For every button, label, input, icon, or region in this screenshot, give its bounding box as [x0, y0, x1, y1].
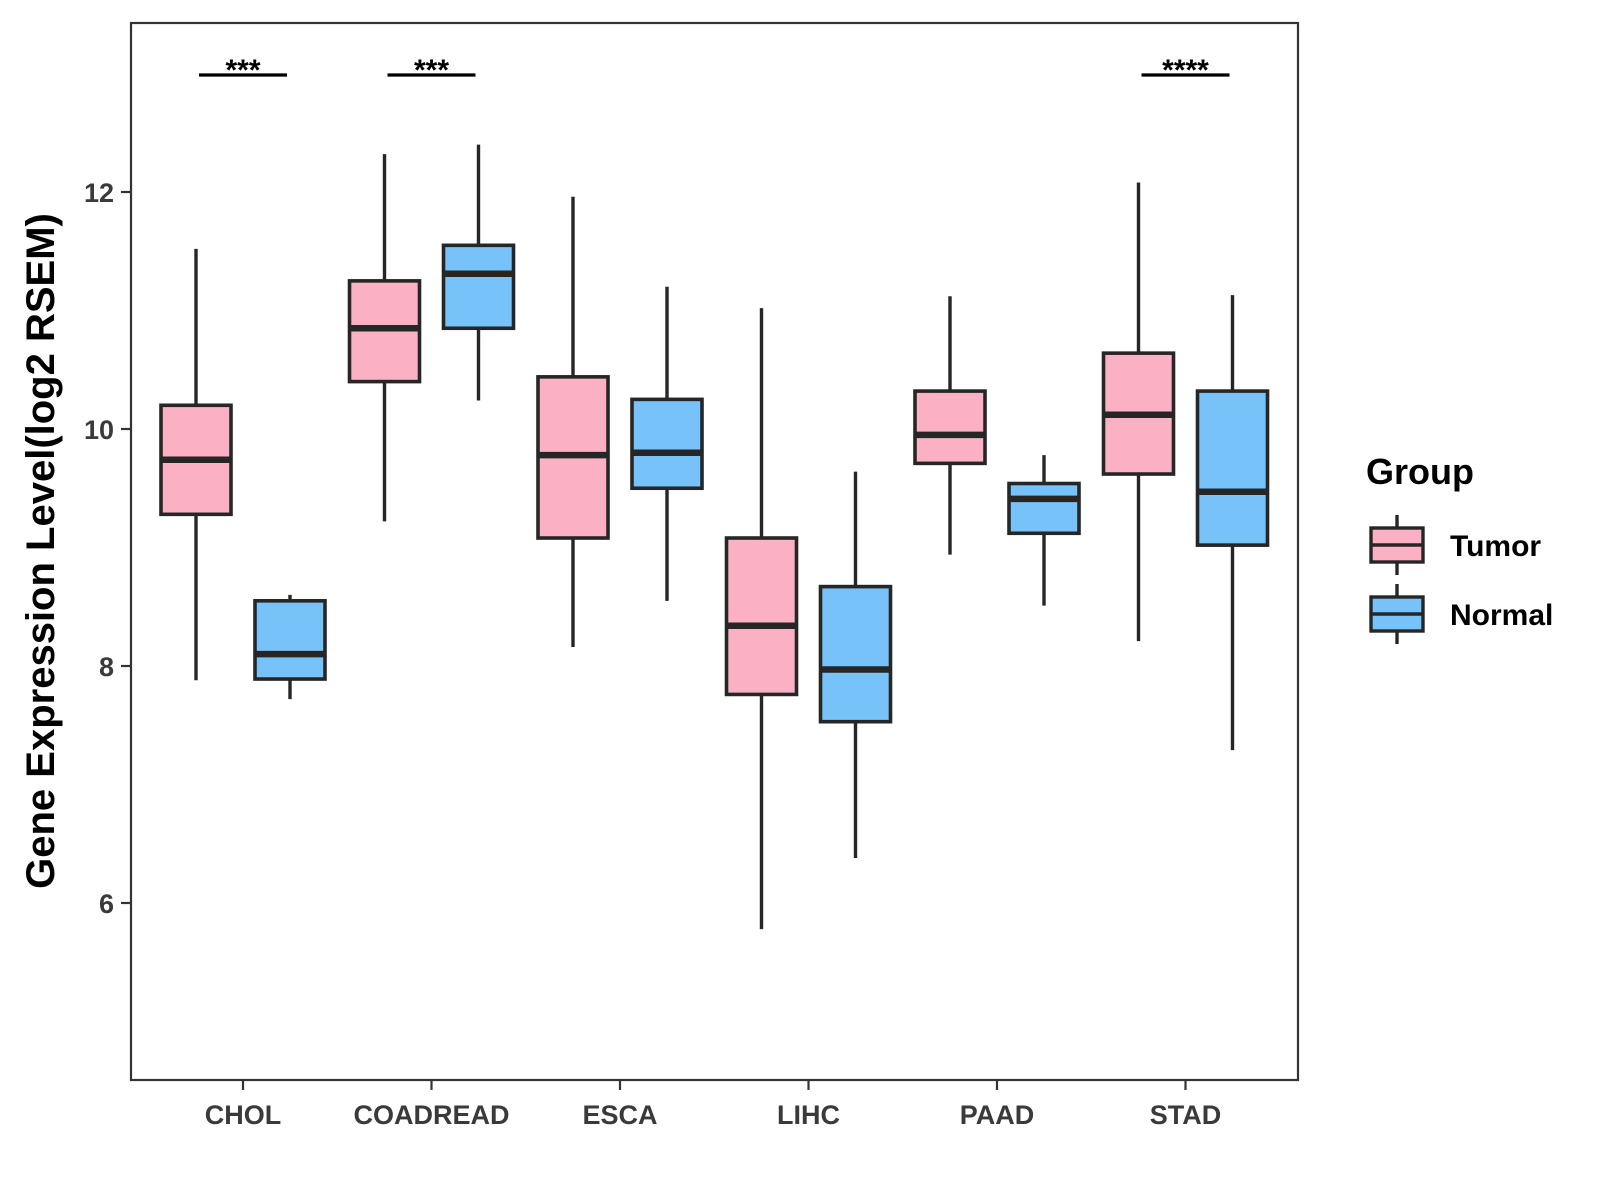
legend-item-normal: Normal [1369, 584, 1553, 644]
legend-label-normal: Normal [1450, 599, 1553, 632]
box-chol-tumor [159, 248, 233, 681]
legend-item-tumor: Tumor [1369, 515, 1541, 575]
axes: 6 8 10 12 CHOL COADREAD ESCA LIHC PAAD STAD [84, 178, 1221, 1130]
box-body [1007, 481, 1081, 536]
x-tick-label-paad: PAAD [960, 1100, 1035, 1130]
significance-label: *** [414, 54, 449, 87]
y-axis-title: Gene Expression Level(log2 RSEM) [19, 213, 63, 889]
box-stad-normal [1195, 295, 1270, 751]
box-chol-normal [253, 594, 327, 700]
box-paad-tumor [913, 296, 987, 555]
y-tick-label: 12 [84, 178, 114, 208]
x-tick-label-esca: ESCA [582, 1100, 657, 1130]
legend-label-tumor: Tumor [1450, 530, 1541, 563]
box-lihc-normal [818, 471, 893, 858]
x-tick-label-lihc: LIHC [777, 1100, 840, 1130]
y-tick-label: 6 [99, 889, 114, 919]
x-tick-label-coadread: COADREAD [353, 1100, 509, 1130]
significance-label: **** [1162, 54, 1209, 87]
x-tick-label-stad: STAD [1150, 1100, 1222, 1130]
box-body [441, 243, 516, 331]
box-body [1195, 389, 1270, 547]
legend: Group Tumor Normal [1366, 451, 1553, 644]
box-lihc-tumor [724, 308, 799, 930]
box-body [253, 599, 327, 681]
box-esca-tumor [536, 196, 610, 648]
box-paad-normal [1007, 455, 1081, 606]
box-coadread-tumor [347, 154, 422, 522]
box-esca-normal [630, 286, 704, 601]
plot-panel-border [129, 21, 1300, 1082]
x-tick-label-chol: CHOL [205, 1100, 282, 1130]
legend-title: Group [1366, 451, 1474, 492]
box-body [818, 584, 893, 724]
box-coadread-normal [441, 144, 516, 401]
box-body [630, 397, 704, 491]
plot-marks: *** *** **** [159, 54, 1270, 930]
y-tick-label: 10 [84, 415, 114, 445]
box-body [724, 536, 799, 697]
box-stad-tumor [1101, 182, 1176, 642]
y-tick-label: 8 [99, 652, 114, 682]
significance-label: *** [225, 54, 260, 87]
box-body [913, 389, 987, 466]
